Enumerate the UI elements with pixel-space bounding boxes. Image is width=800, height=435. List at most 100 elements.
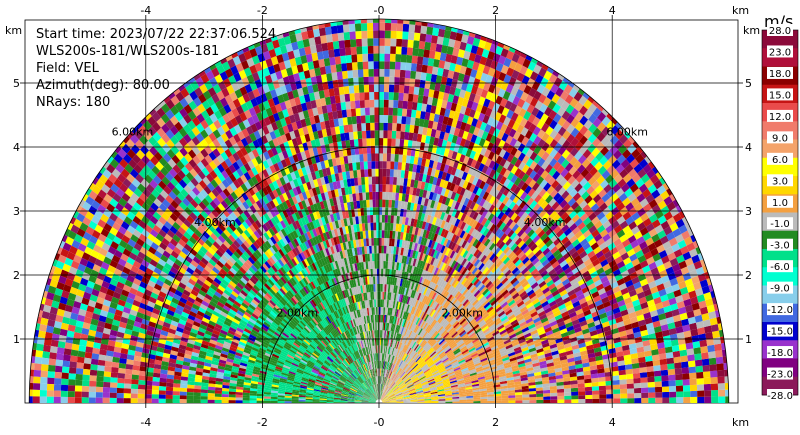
velocity-cell: [440, 228, 446, 237]
velocity-cell: [388, 395, 396, 399]
velocity-cell: [701, 312, 710, 321]
velocity-cell: [635, 153, 645, 164]
velocity-cell: [623, 131, 631, 139]
velocity-cell: [413, 343, 419, 351]
velocity-cell: [390, 38, 397, 47]
velocity-cell: [403, 240, 408, 249]
velocity-cell: [410, 398, 418, 400]
velocity-cell: [421, 341, 428, 348]
velocity-cell: [402, 344, 406, 352]
velocity-cell: [575, 367, 584, 373]
velocity-cell: [501, 132, 509, 142]
velocity-cell: [374, 299, 376, 308]
velocity-cell: [554, 313, 563, 321]
velocity-cell: [648, 333, 657, 340]
velocity-cell: [396, 398, 404, 400]
velocity-cell: [386, 389, 392, 395]
velocity-cell: [644, 270, 653, 279]
velocity-cell: [548, 197, 557, 207]
velocity-cell: [403, 398, 411, 400]
velocity-cell: [634, 216, 644, 226]
velocity-cell: [419, 361, 426, 367]
velocity-cell: [384, 76, 390, 85]
velocity-cell: [631, 258, 640, 267]
velocity-cell: [431, 400, 439, 402]
velocity-cell: [393, 340, 397, 348]
velocity-cell: [433, 332, 440, 340]
velocity-cell: [568, 247, 577, 256]
velocity-cell: [408, 370, 415, 377]
velocity-cell: [412, 187, 418, 196]
velocity-cell: [416, 164, 422, 174]
velocity-cell: [582, 92, 590, 100]
velocity-cell: [536, 307, 545, 315]
velocity-cell: [577, 338, 586, 345]
velocity-cell: [646, 299, 656, 307]
velocity-cell: [647, 376, 655, 383]
velocity-cell: [696, 378, 704, 385]
velocity-cell: [439, 317, 446, 325]
velocity-cell: [364, 292, 368, 301]
velocity-cell: [416, 56, 424, 65]
velocity-cell: [436, 382, 444, 387]
velocity-cell: [436, 202, 442, 211]
velocity-cell: [387, 390, 393, 396]
velocity-cell: [352, 193, 357, 202]
velocity-cell: [416, 390, 424, 393]
velocity-cell: [457, 383, 465, 387]
velocity-cell: [392, 356, 396, 364]
velocity-cell: [351, 116, 357, 125]
velocity-cell: [340, 55, 347, 64]
velocity-cell: [523, 270, 531, 278]
velocity-cell: [529, 396, 537, 401]
velocity-cell: [388, 395, 396, 399]
velocity-cell: [533, 90, 542, 101]
velocity-cell: [414, 24, 422, 34]
velocity-cell: [451, 360, 459, 366]
velocity-cell: [323, 57, 331, 67]
velocity-cell: [618, 365, 626, 371]
velocity-cell: [668, 374, 676, 381]
velocity-cell: [349, 217, 354, 226]
velocity-cell: [498, 202, 506, 212]
velocity-cell: [639, 278, 649, 287]
velocity-cell: [409, 124, 415, 134]
velocity-cell: [443, 282, 450, 291]
velocity-cell: [391, 339, 395, 348]
velocity-cell: [414, 195, 420, 204]
velocity-cell: [571, 238, 580, 248]
velocity-cell: [374, 122, 379, 131]
velocity-cell: [398, 317, 402, 326]
velocity-cell: [396, 177, 401, 186]
velocity-cell: [408, 389, 416, 393]
velocity-cell: [531, 356, 539, 362]
velocity-cell: [370, 315, 373, 323]
velocity-cell: [632, 367, 640, 374]
velocity-cell: [604, 140, 614, 151]
velocity-cell: [344, 47, 352, 56]
velocity-cell: [398, 294, 402, 302]
velocity-cell: [443, 321, 450, 329]
velocity-cell: [703, 383, 712, 391]
velocity-cell: [354, 146, 360, 155]
velocity-cell: [377, 383, 379, 392]
velocity-cell: [497, 324, 505, 331]
velocity-cell: [400, 263, 404, 272]
velocity-cell: [447, 149, 454, 159]
velocity-cell: [481, 155, 488, 165]
velocity-cell: [418, 118, 425, 127]
velocity-cell: [435, 75, 443, 84]
velocity-cell: [395, 377, 401, 384]
velocity-cell: [661, 299, 671, 308]
velocity-cell: [553, 360, 561, 366]
velocity-cell: [441, 99, 448, 109]
velocity-cell: [565, 270, 574, 279]
velocity-cell: [551, 350, 559, 356]
velocity-cell: [508, 220, 517, 230]
velocity-cell: [409, 313, 414, 322]
velocity-cell: [407, 39, 414, 48]
velocity-cell: [486, 319, 494, 326]
velocity-cell: [615, 164, 625, 174]
velocity-cell: [398, 342, 403, 350]
velocity-cell: [466, 395, 474, 398]
